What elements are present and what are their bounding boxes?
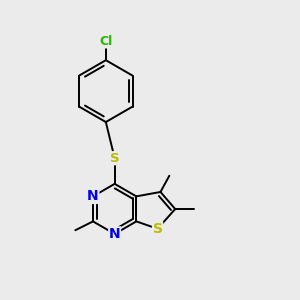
Text: N: N	[87, 189, 99, 203]
Text: S: S	[152, 222, 163, 236]
Text: S: S	[110, 152, 119, 165]
Text: N: N	[109, 227, 121, 241]
Text: Cl: Cl	[99, 35, 112, 48]
